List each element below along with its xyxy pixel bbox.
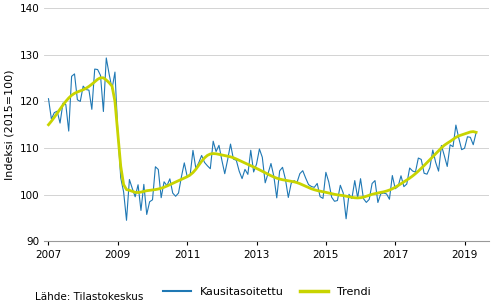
- Legend: Kausitasoitettu, Trendi: Kausitasoitettu, Trendi: [158, 282, 375, 301]
- Text: Lähde: Tilastokeskus: Lähde: Tilastokeskus: [35, 292, 143, 302]
- Y-axis label: Indeksi (2015=100): Indeksi (2015=100): [4, 70, 14, 180]
